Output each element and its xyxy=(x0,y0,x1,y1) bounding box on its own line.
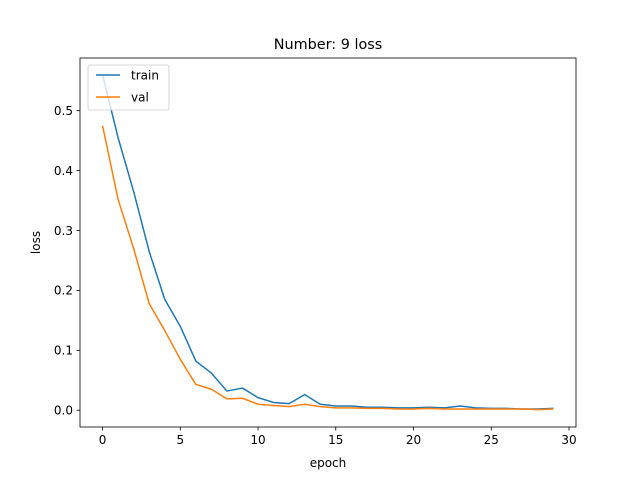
y-tick-label: 0.5 xyxy=(54,104,73,118)
y-tick-label: 0.0 xyxy=(54,404,73,418)
axis-ticks: 0 5 10 15 20 25 30 0.0 0.1 0.2 0.3 0.4 0.5 xyxy=(54,104,577,447)
legend: train val xyxy=(87,64,170,111)
chart-title: Number: 9 loss xyxy=(274,37,383,53)
y-tick-label: 0.3 xyxy=(54,224,73,238)
axes-frame xyxy=(79,57,577,428)
series-lines xyxy=(101,74,554,411)
x-tick-label: 20 xyxy=(406,433,421,447)
x-tick-label: 0 xyxy=(99,433,107,447)
series-line-val xyxy=(101,125,554,411)
y-tick-label: 0.4 xyxy=(54,164,73,178)
x-tick-label: 10 xyxy=(250,433,265,447)
series-line-train xyxy=(101,74,554,410)
y-tick-label: 0.1 xyxy=(54,344,73,358)
x-tick-label: 15 xyxy=(328,433,343,447)
y-tick-label: 0.2 xyxy=(54,284,73,298)
legend-box xyxy=(87,64,170,111)
legend-entry-train: train xyxy=(131,68,159,82)
legend-entry-val: val xyxy=(131,90,149,104)
x-tick-label: 30 xyxy=(561,433,576,447)
x-tick-label: 5 xyxy=(176,433,184,447)
x-tick-label: 25 xyxy=(484,433,499,447)
x-axis-label: epoch xyxy=(310,456,347,470)
y-axis-label: loss xyxy=(29,231,43,254)
